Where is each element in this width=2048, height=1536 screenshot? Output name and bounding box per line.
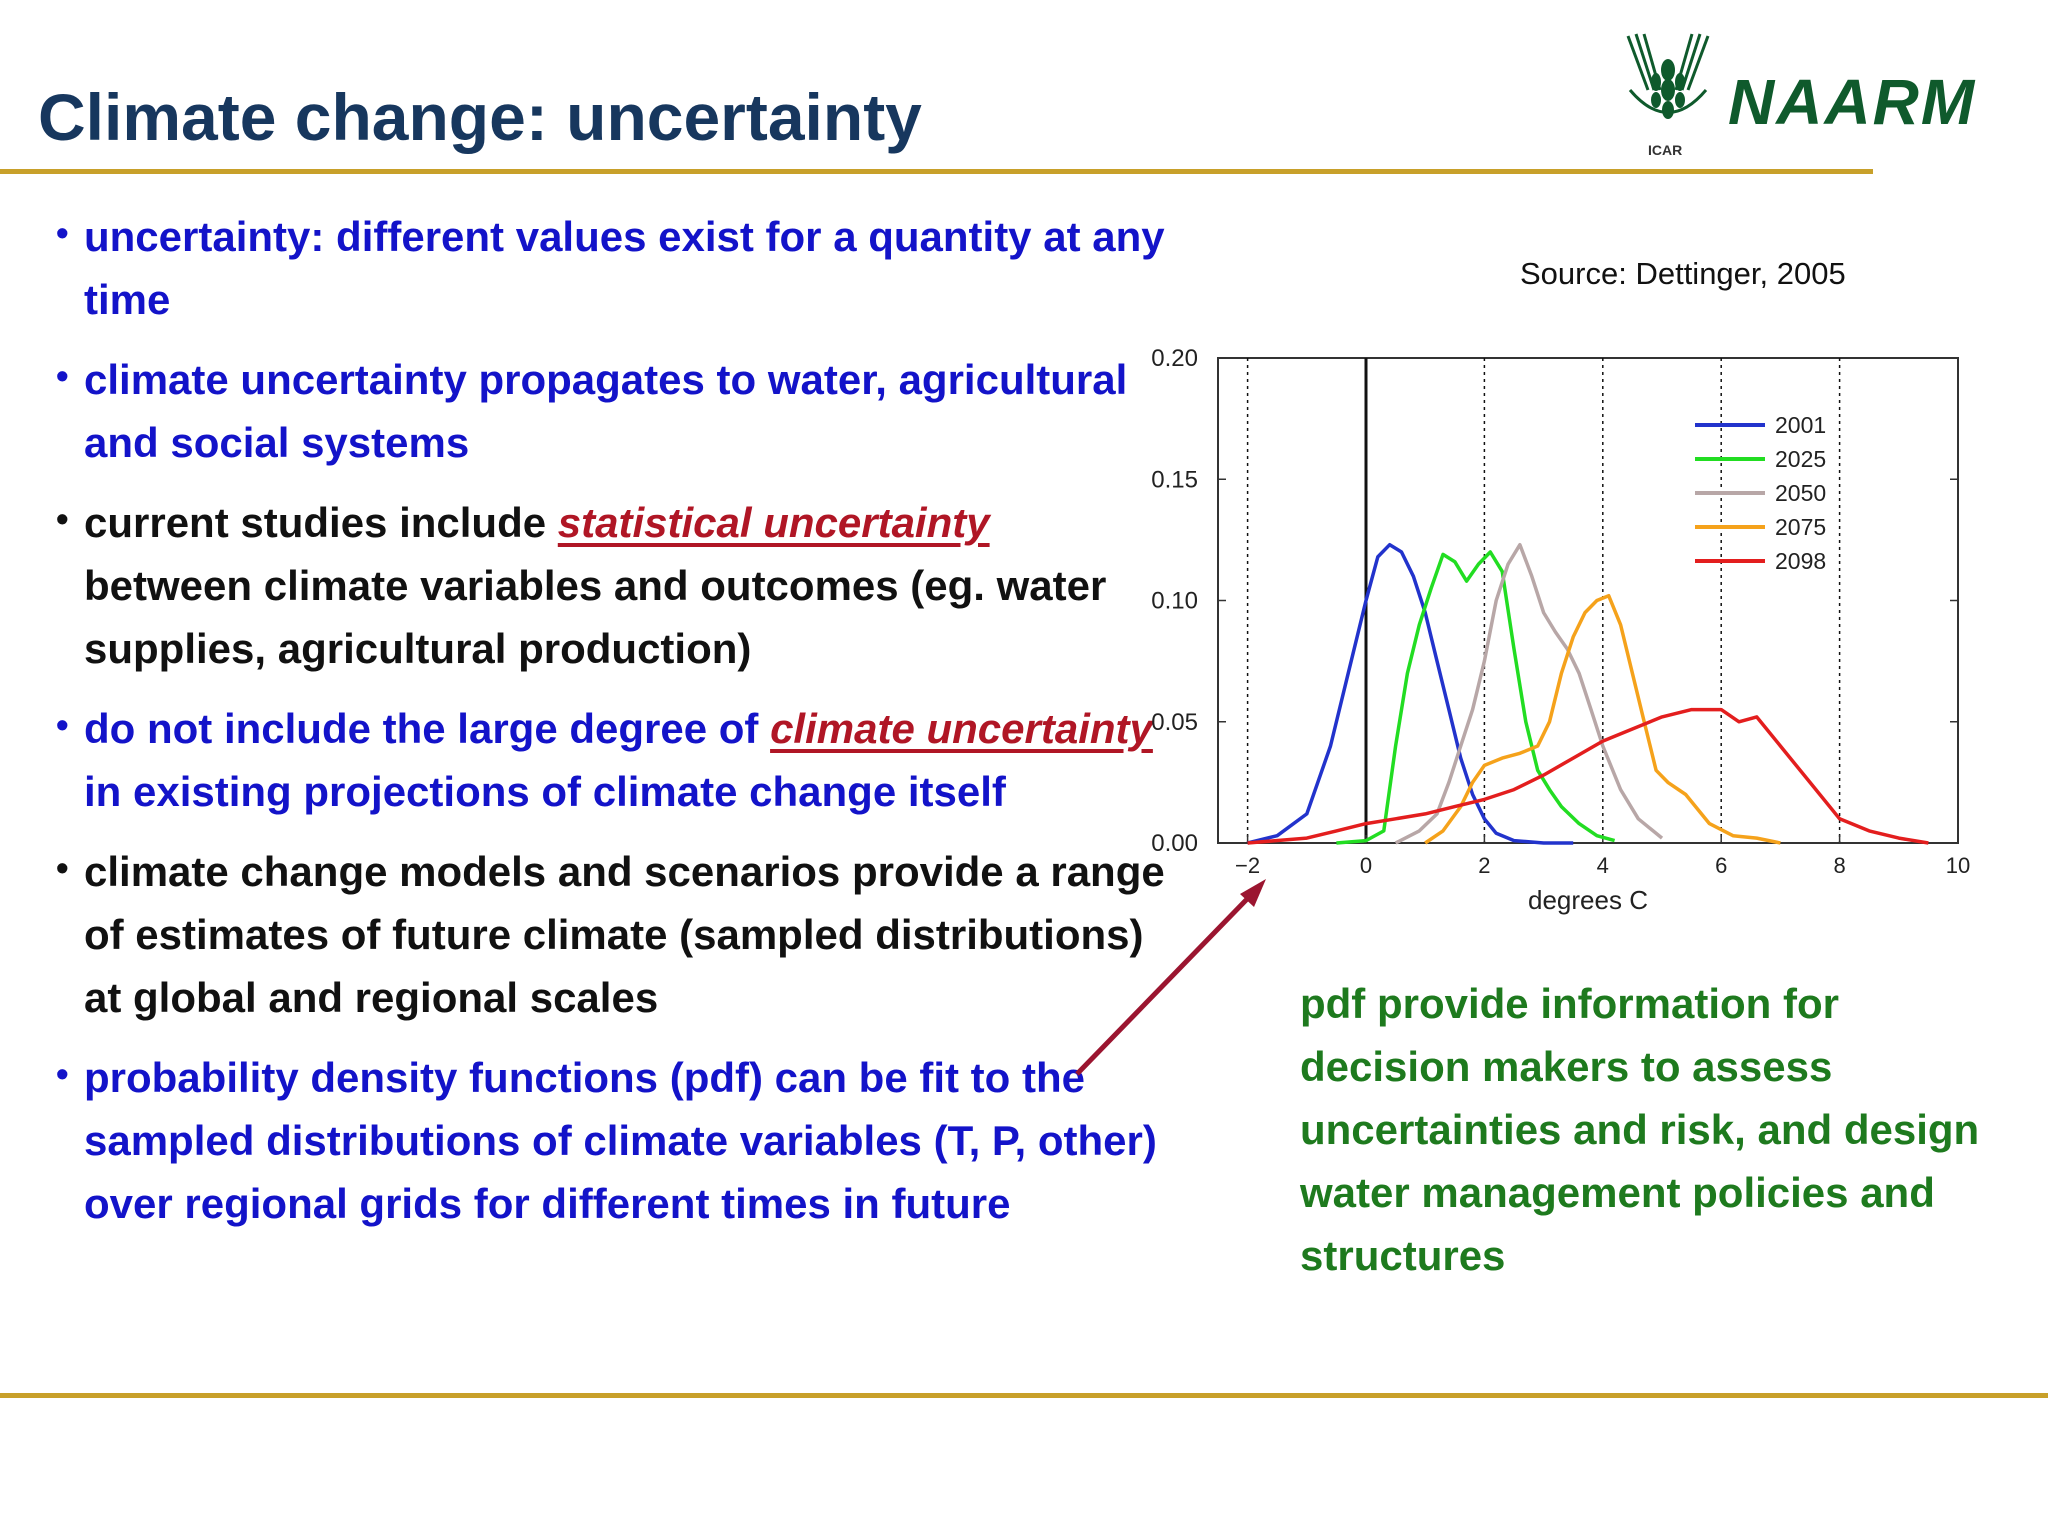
naarm-logo: NAARM ICAR (1618, 30, 2008, 165)
x-tick-label: 4 (1597, 853, 1609, 878)
bullet-text: current studies include (84, 499, 558, 546)
bullet-text: between climate variables and outcomes (… (84, 562, 1107, 672)
series-line (1394, 542, 1664, 845)
legend-label: 2098 (1775, 548, 1826, 574)
source-citation: Source: Dettinger, 2005 (1520, 256, 1846, 291)
x-tick-label: 0 (1360, 853, 1372, 878)
plot-frame (1217, 357, 1959, 844)
bullet-text: climate change models and scenarios prov… (84, 848, 1165, 1021)
bullet-text: uncertainty: different values exist for … (84, 213, 1165, 323)
y-tick-label: 0.00 (1151, 830, 1198, 857)
series-line (1247, 707, 1929, 845)
legend-label: 2075 (1775, 514, 1826, 540)
legend-label: 2025 (1775, 446, 1826, 472)
bullet-list: uncertainty: different values exist for … (56, 201, 1166, 1252)
pdf-note: pdf provide information for decision mak… (1300, 980, 1980, 1279)
x-tick-label: 8 (1833, 853, 1845, 878)
bullet-item: climate change models and scenarios prov… (56, 836, 1166, 1029)
logo-name: NAARM (1728, 66, 1977, 138)
emphasis-text: statistical uncertainty (557, 499, 990, 546)
x-tick-label: 2 (1478, 853, 1490, 878)
bullet-item: uncertainty: different values exist for … (56, 201, 1166, 331)
y-tick-label: 0.20 (1151, 345, 1198, 372)
x-tick-label: −2 (1235, 853, 1260, 878)
footer-rule (0, 1393, 2048, 1398)
legend-label: 2050 (1775, 480, 1826, 506)
series-line (1424, 593, 1781, 845)
emphasis-text: climate uncertainty (770, 705, 1153, 752)
legend-label: 2001 (1775, 412, 1826, 438)
title-underline (0, 169, 1873, 174)
x-tick-label: 10 (1946, 853, 1970, 878)
bullet-text: probability density functions (pdf) can … (84, 1054, 1157, 1227)
x-tick-label: 6 (1715, 853, 1727, 878)
bullet-item: probability density functions (pdf) can … (56, 1042, 1166, 1235)
y-tick-label: 0.10 (1151, 588, 1198, 615)
wheat-emblem-icon (1626, 33, 1710, 119)
bullet-item: do not include the large degree of clima… (56, 693, 1166, 823)
bullet-item: climate uncertainty propagates to water,… (56, 344, 1166, 474)
x-axis-label: degrees C (1528, 885, 1648, 915)
series-line (1247, 542, 1574, 845)
slide-title: Climate change: uncertainty (38, 80, 922, 154)
logo-sub: ICAR (1648, 142, 1683, 158)
bullet-text: in existing projections of climate chang… (84, 768, 1006, 815)
bullet-text: do not include the large degree of (84, 705, 771, 752)
bullet-item: current studies include statistical unce… (56, 487, 1166, 680)
pdf-chart: −2 0 2 4 6 8 10 0.00 0.05 0.10 0.15 0.20 degrees C 20… (1151, 345, 1970, 915)
y-tick-label: 0.05 (1151, 709, 1198, 736)
series-line (1336, 550, 1616, 845)
bullet-text: climate uncertainty propagates to water,… (84, 356, 1128, 466)
y-tick-label: 0.15 (1151, 466, 1198, 493)
